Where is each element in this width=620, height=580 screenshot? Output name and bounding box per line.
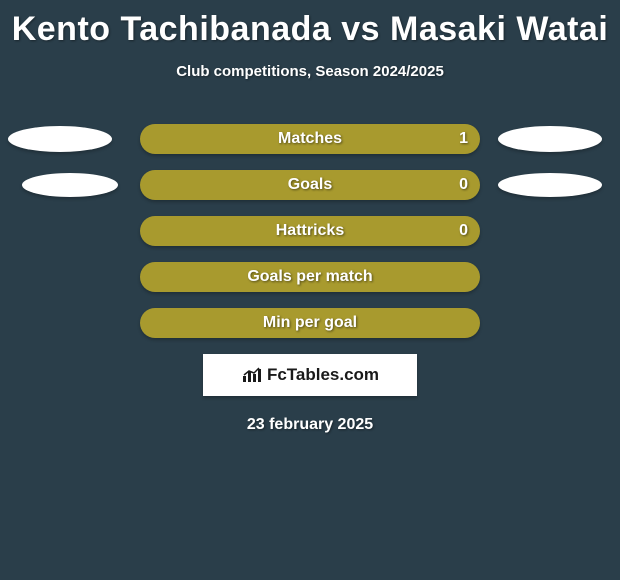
stat-bar [140, 216, 480, 246]
stat-row: Goals per match [0, 262, 620, 292]
stat-row: Matches1 [0, 124, 620, 154]
left-value-ellipse [8, 126, 112, 152]
logo: FcTables.com [241, 365, 379, 385]
comparison-infographic: Kento Tachibanada vs Masaki Watai Club c… [0, 0, 620, 580]
stat-rows: Matches1 Goals0 Hattricks0 Goals per match M… [0, 124, 620, 338]
stat-bar [140, 308, 480, 338]
stat-bar [140, 262, 480, 292]
right-value-ellipse [498, 126, 602, 152]
stat-row: Min per goal [0, 308, 620, 338]
stat-bar [140, 170, 480, 200]
stat-row: Hattricks0 [0, 216, 620, 246]
left-value-ellipse [22, 173, 118, 197]
logo-box: FcTables.com [203, 354, 417, 396]
logo-text: FcTables.com [267, 365, 379, 385]
stat-row: Goals0 [0, 170, 620, 200]
page-subtitle: Club competitions, Season 2024/2025 [0, 63, 620, 80]
right-value-ellipse [498, 173, 602, 197]
date-label: 23 february 2025 [0, 416, 620, 434]
page-title: Kento Tachibanada vs Masaki Watai [0, 0, 620, 49]
stat-bar [140, 124, 480, 154]
chart-icon [241, 366, 263, 384]
